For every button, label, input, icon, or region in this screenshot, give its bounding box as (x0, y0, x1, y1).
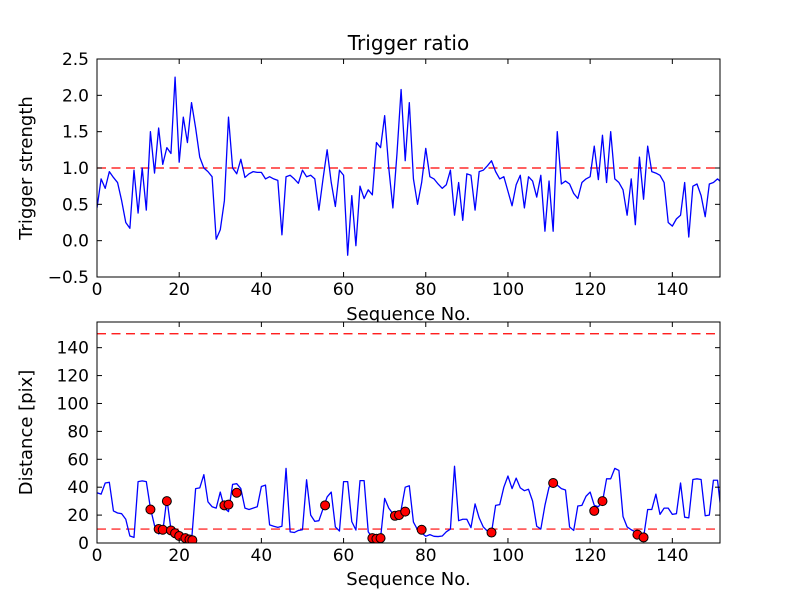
scatter-point (157, 524, 168, 535)
scatter-point (589, 505, 600, 516)
x-tick-label: 40 (251, 280, 273, 300)
axes-background (97, 322, 720, 543)
scatter-point (400, 506, 411, 517)
y-tick-label: 60 (67, 450, 89, 470)
scatter-point (231, 487, 242, 498)
y-tick-label: 80 (67, 422, 89, 442)
x-tick-label: 0 (92, 280, 103, 300)
x-axis-label: Sequence No. (346, 569, 470, 590)
y-tick-label: −0.5 (48, 268, 89, 288)
x-tick-label: 100 (492, 280, 524, 300)
x-tick-label: 100 (492, 546, 524, 566)
x-tick-label: 20 (168, 546, 190, 566)
y-tick-label: 100 (57, 394, 89, 414)
y-tick-label: 20 (67, 506, 89, 526)
scatter-point (486, 527, 497, 538)
x-tick-label: 120 (574, 546, 606, 566)
scatter-point (223, 499, 234, 510)
x-tick-label: 120 (574, 280, 606, 300)
scatter-point (145, 504, 156, 515)
subplot-distance: 0 20 40 60 80 100 120 140020406080100120140Sequ… (16, 321, 721, 590)
axes-frame (96, 321, 721, 544)
y-tick-label: 2.5 (62, 50, 89, 70)
plot-line (97, 465, 720, 543)
x-tick-label: 60 (333, 280, 355, 300)
y-tick-label: 0.0 (62, 232, 89, 252)
x-tick-label: 60 (333, 546, 355, 566)
plot-line (97, 76, 720, 256)
y-tick-label: 1.0 (62, 159, 89, 179)
x-tick-label: 140 (656, 546, 688, 566)
scatter-point (548, 478, 559, 489)
subplot-trigger-ratio: 0 20 40 60 80 100 120 140 −0.5 0.0 0.5 1.0 1.5 2.0 2.5… (16, 31, 721, 325)
y-tick-label: 40 (67, 478, 89, 498)
x-tick-label: 80 (415, 280, 437, 300)
x-tick-label: 40 (251, 546, 273, 566)
x-tick-label: 80 (415, 546, 437, 566)
x-axis-label: Sequence No. (346, 304, 470, 325)
y-tick-label: 0 (78, 534, 89, 554)
scatter-point (638, 532, 649, 543)
scatter-point (161, 496, 172, 507)
y-tick-label: 0.5 (62, 195, 89, 215)
y-axis-label: Trigger strength (16, 96, 37, 241)
scatter-point (416, 524, 427, 535)
y-tick-label: 120 (57, 367, 89, 387)
scatter-point (375, 533, 386, 543)
y-tick-label: 140 (57, 339, 89, 359)
scatter-point (320, 500, 331, 511)
x-tick-label: 140 (656, 280, 688, 300)
x-tick-label: 20 (168, 280, 190, 300)
scatter-point (187, 535, 198, 543)
x-tick-label: 0 (92, 546, 103, 566)
y-tick-label: 2.0 (62, 86, 89, 106)
plot-title: Trigger ratio (347, 31, 469, 55)
y-tick-label: 1.5 (62, 123, 89, 143)
y-axis-label: Distance [pix] (16, 370, 37, 496)
scatter-point (597, 496, 608, 507)
